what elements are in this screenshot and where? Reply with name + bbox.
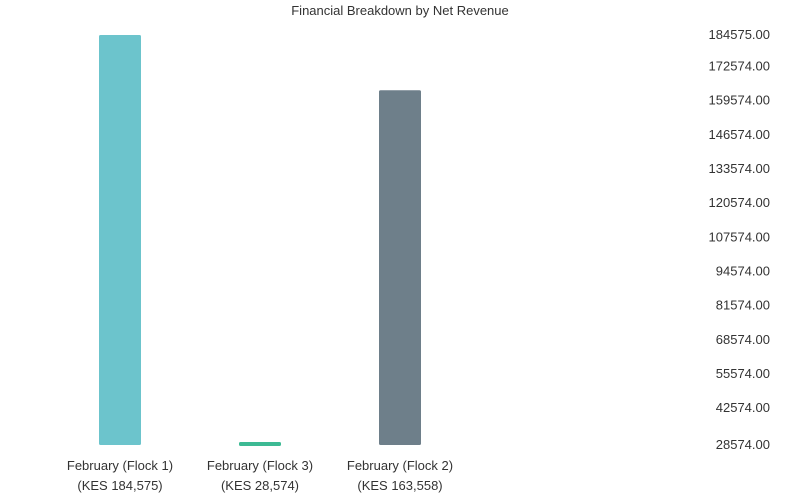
x-tick-label: February (Flock 1) [67, 458, 173, 473]
y-tick-label: 172574.00 [709, 59, 770, 74]
y-tick-label: 28574.00 [716, 437, 770, 452]
bar-1 [99, 35, 141, 445]
y-tick-label: 68574.00 [716, 332, 770, 347]
x-tick-sublabel: (KES 184,575) [77, 478, 162, 493]
bars-group [99, 35, 421, 446]
x-tick-label: February (Flock 3) [207, 458, 313, 473]
y-tick-label: 133574.00 [709, 161, 770, 176]
bar-3 [379, 90, 421, 445]
y-tick-label: 42574.00 [716, 400, 770, 415]
x-tick-sublabel: (KES 28,574) [221, 478, 299, 493]
y-tick-label: 81574.00 [716, 298, 770, 313]
bar-2 [239, 442, 281, 446]
x-tick-sublabel: (KES 163,558) [357, 478, 442, 493]
y-tick-label: 94574.00 [716, 264, 770, 279]
x-axis: February (Flock 1) (KES 184,575) February … [67, 458, 453, 493]
y-tick-label: 184575.00 [709, 27, 770, 42]
y-tick-label: 120574.00 [709, 195, 770, 210]
y-axis: 28574.00 42574.00 55574.00 68574.00 81574.00… [709, 27, 770, 452]
y-tick-label: 107574.00 [709, 229, 770, 244]
y-tick-label: 146574.00 [709, 127, 770, 142]
x-tick-label: February (Flock 2) [347, 458, 453, 473]
y-tick-label: 55574.00 [716, 366, 770, 381]
y-tick-label: 159574.00 [709, 93, 770, 108]
chart-title: Financial Breakdown by Net Revenue [291, 3, 509, 18]
